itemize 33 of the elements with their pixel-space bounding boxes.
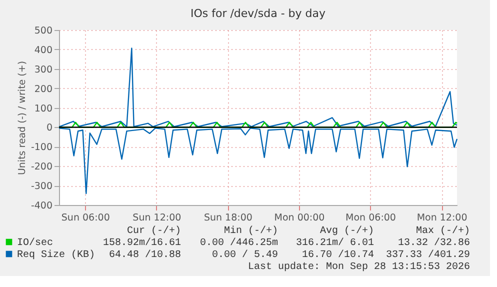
y-tick-label: 100	[34, 103, 52, 114]
x-tick-label: Sun 12:00	[132, 212, 182, 224]
x-tick-label: Mon 12:00	[416, 212, 468, 224]
legend-label: Req Size (KB)	[17, 249, 96, 261]
y-tick-label: 0	[46, 122, 52, 134]
x-tick-label: Sun 06:00	[61, 212, 110, 224]
legend-label: IO/sec	[17, 237, 54, 249]
x-tick-label: Mon 06:00	[346, 212, 396, 224]
text: 158.92m/16.61	[102, 237, 181, 249]
text: 16.70 /10.74	[302, 249, 374, 261]
y-tick-label: 200	[34, 84, 52, 95]
text: 13.32 /32.86	[398, 237, 470, 249]
x-tick-label: Sun 18:00	[204, 212, 252, 224]
text: Max (-/+)	[416, 225, 470, 237]
y-tick-label: -300	[30, 181, 52, 192]
y-tick-label: -400	[30, 200, 52, 212]
y-axis-title: Units read (-) / write (+)	[16, 60, 28, 176]
x-tick-label: Mon 00:00	[274, 212, 325, 224]
chart-title: IOs for /dev/sda - by day	[190, 7, 326, 20]
text: Last update: Mon Sep 28 13:15:53 2026	[248, 261, 470, 273]
text: 337.33 /401.29	[386, 249, 470, 261]
text: 0.00 / 5.49	[212, 249, 278, 261]
y-tick-label: 500	[34, 26, 52, 36]
y-tick-label: 300	[34, 64, 52, 76]
text: Cur (-/+)	[126, 225, 181, 237]
y-tick-label: -100	[30, 142, 52, 154]
text: 316.21m/ 6.01	[296, 237, 374, 249]
y-tick-label: -200	[30, 162, 52, 173]
text: 0.00 /446.25m	[200, 237, 278, 249]
y-tick-label: 400	[34, 44, 52, 56]
text: Min (-/+)	[224, 225, 278, 237]
text: Avg (-/+)	[320, 225, 374, 237]
text: 64.48 /10.88	[108, 249, 181, 261]
